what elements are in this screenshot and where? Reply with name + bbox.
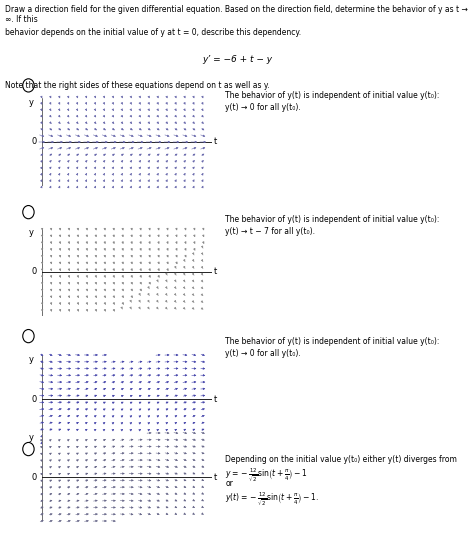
Text: y: y [28,228,33,237]
Text: 0: 0 [32,138,37,147]
Text: t: t [214,395,217,403]
Text: t: t [214,473,217,482]
Text: 0: 0 [32,267,37,277]
Text: $y(t) = -\frac{12}{\sqrt{2}}\sin\!\left(t+\frac{\pi}{4}\right)-1.$: $y(t) = -\frac{12}{\sqrt{2}}\sin\!\left(… [225,491,319,508]
Text: behavior depends on the initial value of y at t = 0, describe this dependency.: behavior depends on the initial value of… [5,28,301,37]
Text: y(t) → t − 7 for all y(t₀).: y(t) → t − 7 for all y(t₀). [225,227,315,236]
Text: The behavior of y(t) is independent of initial value y(t₀):: The behavior of y(t) is independent of i… [225,337,439,346]
Text: The behavior of y(t) is independent of initial value y(t₀):: The behavior of y(t) is independent of i… [225,215,439,224]
Text: y: y [28,98,33,107]
Text: Depending on the initial value y(t₀) either y(t) diverges from: Depending on the initial value y(t₀) eit… [225,455,457,463]
Text: y: y [28,355,33,364]
Text: 0: 0 [32,473,37,482]
Text: t: t [214,267,217,277]
Text: y(t) → 0 for all y(t₀).: y(t) → 0 for all y(t₀). [225,103,301,112]
Text: The behavior of y(t) is independent of initial value y(t₀):: The behavior of y(t) is independent of i… [225,91,439,100]
Text: 0: 0 [32,395,37,403]
Text: or: or [225,479,233,488]
Text: Note that the right sides of these equations depend on t as well as y.: Note that the right sides of these equat… [5,82,269,90]
Text: $y = -\frac{12}{\sqrt{2}}\sin\!\left(t+\frac{\pi}{4}\right)-1$: $y = -\frac{12}{\sqrt{2}}\sin\!\left(t+\… [225,467,308,484]
Text: Draw a direction field for the given differential equation. Based on the directi: Draw a direction field for the given dif… [5,5,468,24]
Text: y(t) → 0 for all y(t₀).: y(t) → 0 for all y(t₀). [225,349,301,358]
Text: y: y [28,433,33,442]
Text: y’ = −6 + t − y: y’ = −6 + t − y [202,55,272,63]
Text: t: t [214,138,217,147]
